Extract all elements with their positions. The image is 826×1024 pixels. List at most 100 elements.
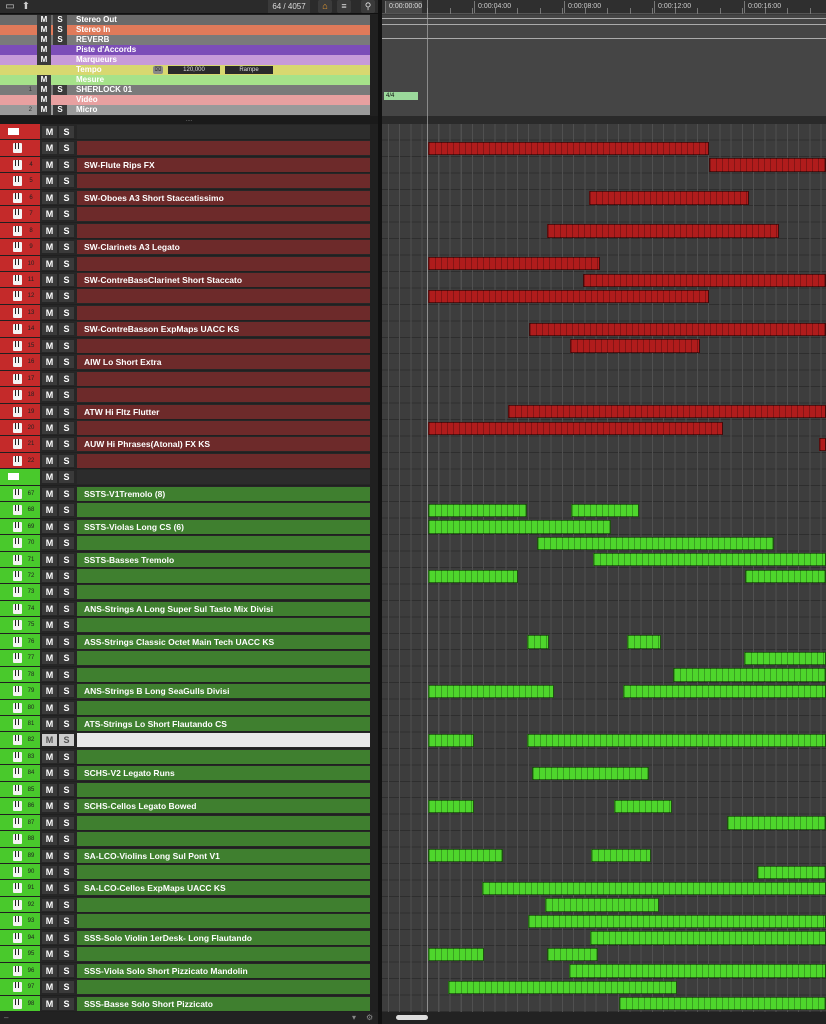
track-row[interactable]: 81 M S ATS-Strings Lo Short Flautando CS xyxy=(0,716,370,732)
track-name-area[interactable] xyxy=(77,963,370,978)
track-name-area[interactable] xyxy=(77,240,370,255)
solo-button[interactable]: S xyxy=(59,833,74,846)
track-name-area[interactable] xyxy=(77,421,370,435)
clip[interactable] xyxy=(526,635,549,649)
track-row[interactable]: 73 M S xyxy=(0,584,370,600)
clip[interactable] xyxy=(428,684,555,699)
mute-button[interactable]: M xyxy=(42,372,57,385)
mute-button[interactable]: M xyxy=(42,783,57,796)
mute-button[interactable]: M xyxy=(37,45,51,55)
track-row[interactable]: 10 M S xyxy=(0,255,370,271)
solo-button[interactable]: S xyxy=(59,290,74,303)
track-row[interactable]: 75 M S xyxy=(0,617,370,633)
track-row[interactable]: 80 M S xyxy=(0,699,370,715)
solo-button[interactable]: S xyxy=(59,931,74,944)
solo-button[interactable]: S xyxy=(59,898,74,911)
mute-button[interactable]: M xyxy=(37,105,51,115)
time-ruler[interactable]: 0:00:00:00 0:00:04:00 0:00:08:00 0:00:12:00… xyxy=(382,0,826,14)
track-row[interactable]: 94 M S SSS-Solo Violin 1erDesk- Long Flauta… xyxy=(0,929,370,946)
mute-button[interactable]: M xyxy=(42,537,57,550)
clip[interactable] xyxy=(527,914,826,929)
track-row[interactable]: 83 M S xyxy=(0,748,370,765)
gear-icon[interactable]: ⚙ xyxy=(366,1013,374,1022)
mute-button[interactable]: M xyxy=(37,75,51,85)
global-track-row[interactable]: M Marqueurs xyxy=(0,55,370,65)
track-name-area[interactable] xyxy=(77,667,370,682)
global-track-row[interactable]: 1 M S SHERLOCK 01 xyxy=(0,85,370,95)
clip[interactable] xyxy=(531,766,649,781)
global-track-row[interactable]: M Piste d'Accords xyxy=(0,45,370,55)
clip[interactable] xyxy=(622,684,826,699)
clip[interactable] xyxy=(428,799,474,814)
track-name-area[interactable] xyxy=(77,897,370,912)
clip-lanes[interactable] xyxy=(382,124,826,1012)
mute-button[interactable]: M xyxy=(42,816,57,829)
track-row[interactable]: 14 M S SW-ContreBasson ExpMaps UACC KS xyxy=(0,321,370,337)
solo-button[interactable]: S xyxy=(53,85,67,95)
solo-button[interactable]: S xyxy=(59,948,74,961)
track-name-area[interactable] xyxy=(77,684,370,699)
mute-button[interactable]: M xyxy=(42,126,57,138)
track-name-area[interactable] xyxy=(77,749,370,764)
solo-button[interactable]: S xyxy=(59,339,74,352)
folder-icon[interactable] xyxy=(7,127,20,136)
solo-button[interactable]: S xyxy=(59,175,74,188)
track-row[interactable]: 76 M S ASS-Strings Classic Octet Main Tech … xyxy=(0,633,370,650)
track-name-area[interactable] xyxy=(77,141,370,156)
tempo-mode-select[interactable]: Rampe xyxy=(225,66,273,74)
track-row[interactable]: 72 M S xyxy=(0,568,370,584)
global-track-row[interactable]: M S Stereo In xyxy=(0,25,370,35)
track-name-area[interactable] xyxy=(77,355,370,370)
track-name-area[interactable] xyxy=(77,371,370,386)
solo-button[interactable]: S xyxy=(59,882,74,895)
track-name-area[interactable] xyxy=(77,157,370,172)
playhead[interactable] xyxy=(427,0,428,1012)
track-name-area[interactable] xyxy=(77,388,370,403)
mute-button[interactable]: M xyxy=(37,25,51,35)
mute-button[interactable]: M xyxy=(42,619,57,632)
mute-button[interactable]: M xyxy=(42,323,57,336)
solo-button[interactable]: S xyxy=(59,241,74,254)
solo-button[interactable]: S xyxy=(59,619,74,632)
mute-button[interactable]: M xyxy=(42,915,57,928)
solo-button[interactable]: S xyxy=(59,537,74,550)
solo-button[interactable]: S xyxy=(59,849,74,862)
track-name-area[interactable] xyxy=(77,947,370,962)
list-button[interactable]: ≡ xyxy=(337,0,351,13)
mute-button[interactable]: M xyxy=(37,35,51,45)
track-row[interactable]: 22 M S xyxy=(0,452,370,469)
solo-button[interactable]: S xyxy=(59,454,74,467)
mute-button[interactable]: M xyxy=(42,652,57,665)
track-name-area[interactable] xyxy=(77,865,370,879)
track-name-area[interactable] xyxy=(77,930,370,945)
track-row[interactable]: 79 M S ANS-Strings B Long SeaGulls Divisi xyxy=(0,683,370,699)
solo-button[interactable]: S xyxy=(59,981,74,994)
solo-button[interactable]: S xyxy=(59,126,74,138)
solo-button[interactable]: S xyxy=(59,652,74,665)
mute-button[interactable]: M xyxy=(37,55,51,65)
clip[interactable] xyxy=(727,816,826,830)
solo-button[interactable]: S xyxy=(59,734,74,747)
global-track-row[interactable]: M S Stereo Out xyxy=(0,15,370,25)
mute-button[interactable]: M xyxy=(42,602,57,615)
lock-icon[interactable]: ⌧ xyxy=(153,66,163,74)
track-name-area[interactable] xyxy=(77,717,370,731)
track-row[interactable]: 70 M S xyxy=(0,535,370,551)
track-row[interactable]: 16 M S AIW Lo Short Extra xyxy=(0,354,370,370)
solo-button[interactable]: S xyxy=(59,570,74,582)
global-track-row[interactable]: M Mesure xyxy=(0,75,370,85)
mute-button[interactable]: M xyxy=(42,405,57,418)
mute-button[interactable]: M xyxy=(42,701,57,714)
solo-button[interactable]: S xyxy=(59,701,74,714)
track-name-area[interactable] xyxy=(77,552,370,567)
mute-button[interactable]: M xyxy=(42,898,57,911)
mute-button[interactable]: M xyxy=(42,833,57,846)
track-name-area[interactable] xyxy=(77,536,370,551)
solo-button[interactable]: S xyxy=(59,800,74,813)
track-row[interactable]: 93 M S xyxy=(0,913,370,929)
solo-button[interactable]: S xyxy=(59,520,74,533)
mute-button[interactable]: M xyxy=(37,95,51,105)
solo-button[interactable]: S xyxy=(59,915,74,928)
solo-button[interactable]: S xyxy=(59,356,74,369)
